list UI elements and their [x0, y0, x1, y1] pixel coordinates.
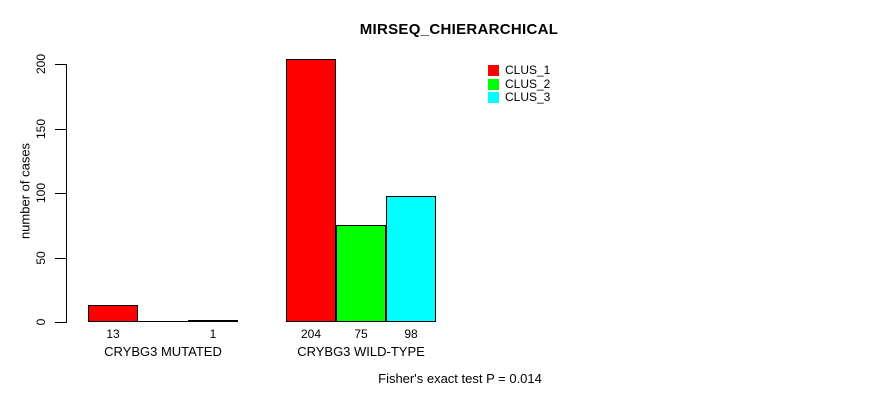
y-tick [55, 193, 66, 194]
legend-label: CLUS_3 [505, 90, 551, 104]
x-group-label: CRYBG3 WILD-TYPE [297, 344, 425, 359]
y-axis-line [66, 64, 67, 323]
y-tick-label: 150 [34, 118, 48, 140]
bar [386, 196, 436, 322]
y-tick-label: 0 [34, 318, 48, 326]
fisher-test-annotation: Fisher's exact test P = 0.014 [378, 371, 542, 386]
y-tick [55, 258, 66, 259]
bar-value-label: 98 [404, 327, 418, 341]
bar-value-label: 1 [209, 327, 217, 341]
chart-title: MIRSEQ_CHIERARCHICAL [359, 21, 559, 38]
y-tick-label: 50 [34, 251, 48, 265]
bar-value-label: 204 [300, 327, 322, 341]
bar [286, 59, 336, 322]
y-tick [55, 322, 66, 323]
legend-swatch [488, 92, 499, 103]
legend-swatch [488, 65, 499, 76]
legend-item: CLUS_3 [488, 90, 551, 104]
legend-item: CLUS_1 [488, 63, 551, 77]
bar-value-label: 13 [106, 327, 120, 341]
legend-swatch [488, 78, 499, 90]
legend-label: CLUS_2 [505, 76, 551, 91]
legend-label: CLUS_1 [505, 63, 551, 77]
y-tick-label: 200 [34, 53, 48, 75]
bar [88, 305, 138, 322]
y-axis-label-text: number of cases [17, 142, 33, 240]
bar [188, 320, 238, 322]
bar [138, 321, 188, 322]
bar [336, 225, 386, 322]
y-tick-label: 100 [34, 182, 48, 204]
y-tick [55, 129, 66, 130]
bar-value-label: 75 [354, 327, 368, 341]
legend-item: CLUS_2 [488, 76, 551, 91]
y-tick [55, 64, 66, 65]
x-group-label: CRYBG3 MUTATED [104, 344, 222, 359]
